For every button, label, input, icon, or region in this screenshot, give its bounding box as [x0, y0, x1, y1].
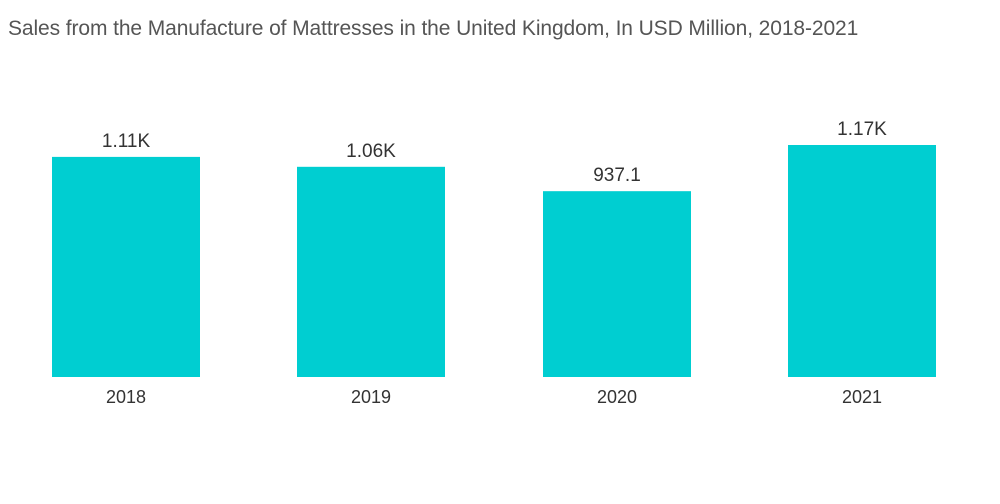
- data-labels-layer: 1.11K 1.06K 937.1 1.17K: [102, 119, 887, 186]
- x-tick-label-2021: 2021: [842, 387, 882, 407]
- data-label-2018: 1.11K: [102, 131, 151, 152]
- data-label-2020: 937.1: [593, 165, 641, 186]
- data-label-2019: 1.06K: [346, 141, 396, 162]
- data-label-2021: 1.17K: [837, 119, 887, 140]
- x-tick-label-2020: 2020: [597, 387, 637, 407]
- chart-title: Sales from the Manufacture of Mattresses…: [8, 17, 859, 40]
- x-tick-labels-layer: 2018 2019 2020 2021: [106, 387, 882, 407]
- x-tick-label-2019: 2019: [351, 387, 391, 407]
- bar-2020: [543, 191, 691, 377]
- bar-2018: [52, 156, 200, 377]
- bar-2019: [297, 166, 445, 377]
- x-tick-label-2018: 2018: [106, 387, 146, 407]
- bar-2021: [788, 145, 936, 377]
- bars-layer: [52, 145, 936, 377]
